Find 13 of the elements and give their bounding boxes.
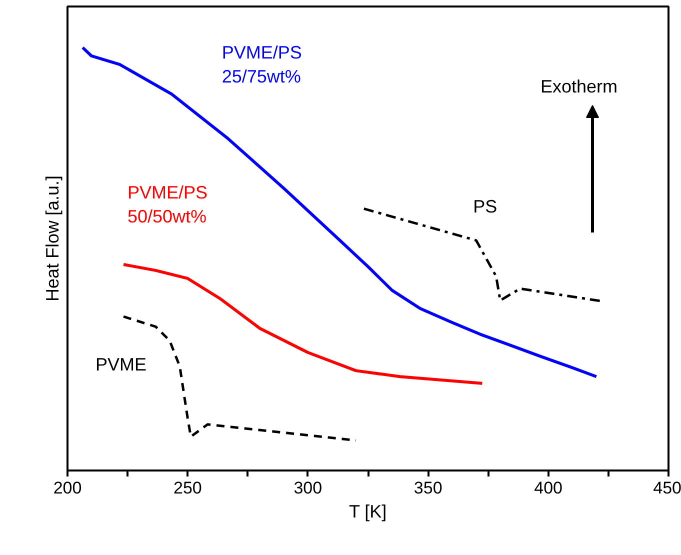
series-label: PVME [96,354,147,375]
text: PVME/PS 50/50wt% [128,182,208,227]
annotation: Exotherm [540,76,618,96]
x-tick-label: 450 [653,478,681,498]
text: PVME/PS 25/75wt% [222,42,302,86]
x-tick-label: 300 [294,478,322,498]
y-axis-title: Heat Flow [a.u.] [42,175,62,302]
series-label: PS [473,196,498,216]
x-axis-title: T [K] [349,502,387,522]
x-tick-label: 200 [53,478,82,498]
x-tick-label: 250 [174,478,202,498]
x-tick-label: 400 [534,478,562,498]
x-tick-label: 350 [414,478,442,498]
